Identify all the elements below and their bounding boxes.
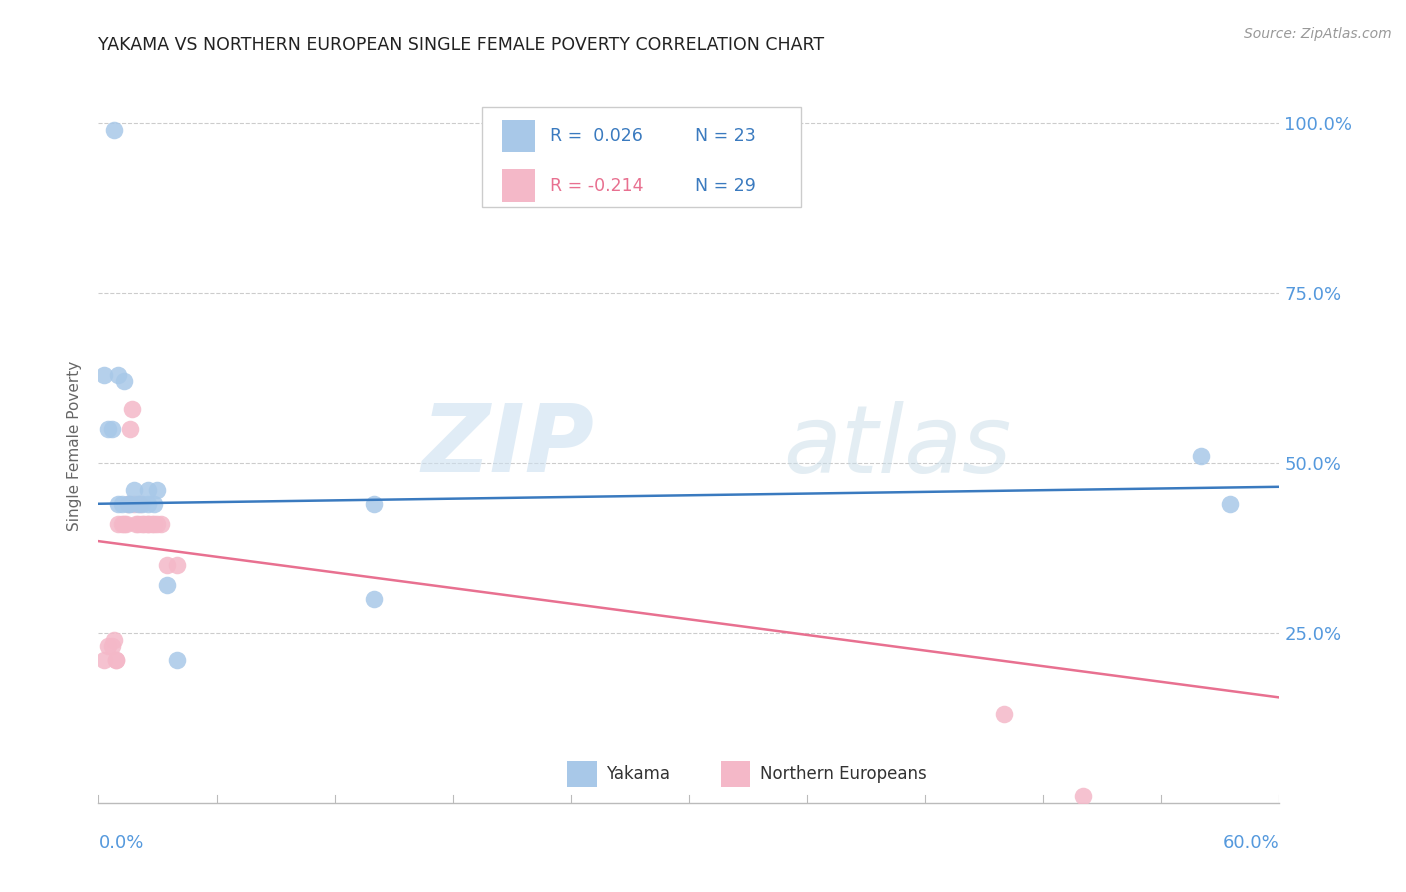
Point: [101, 422, 124, 436]
Point: [121, 401, 143, 416]
Point: [166, 653, 188, 667]
Point: [127, 497, 149, 511]
Point: [93, 368, 115, 382]
Point: [118, 497, 141, 511]
Bar: [502, 120, 536, 152]
Point: [363, 591, 385, 606]
Point: [1219, 497, 1241, 511]
Point: [122, 483, 145, 498]
Point: [97, 640, 120, 654]
Point: [125, 517, 148, 532]
Point: [1189, 449, 1212, 463]
Text: N = 29: N = 29: [695, 177, 755, 194]
Point: [156, 558, 179, 572]
Point: [103, 632, 125, 647]
Point: [111, 517, 134, 532]
Point: [136, 517, 159, 532]
Text: YAKAMA VS NORTHERN EUROPEAN SINGLE FEMALE POVERTY CORRELATION CHART: YAKAMA VS NORTHERN EUROPEAN SINGLE FEMAL…: [98, 36, 824, 54]
Point: [136, 483, 159, 498]
FancyBboxPatch shape: [482, 107, 801, 207]
Point: [142, 497, 165, 511]
Point: [103, 123, 125, 137]
Point: [107, 497, 129, 511]
Text: R =  0.026: R = 0.026: [550, 127, 643, 145]
Point: [107, 517, 129, 532]
Point: [111, 497, 134, 511]
Point: [107, 368, 129, 382]
Point: [112, 375, 135, 389]
Point: [105, 653, 128, 667]
Text: Source: ZipAtlas.com: Source: ZipAtlas.com: [1244, 27, 1392, 41]
Point: [142, 517, 165, 532]
Text: N = 23: N = 23: [695, 127, 755, 145]
Point: [122, 497, 145, 511]
Y-axis label: Single Female Poverty: Single Female Poverty: [67, 361, 83, 531]
Point: [115, 517, 138, 532]
Text: atlas: atlas: [783, 401, 1012, 491]
Point: [150, 517, 173, 532]
Point: [363, 497, 385, 511]
Point: [993, 707, 1015, 722]
Point: [146, 483, 169, 498]
Point: [117, 497, 139, 511]
Point: [97, 422, 120, 436]
Point: [131, 517, 153, 532]
Point: [132, 517, 155, 532]
Point: [105, 653, 128, 667]
Point: [131, 497, 153, 511]
Bar: [567, 762, 596, 787]
Point: [127, 517, 149, 532]
Text: ZIP: ZIP: [422, 400, 595, 492]
Bar: [721, 762, 751, 787]
Point: [128, 497, 150, 511]
Point: [141, 517, 163, 532]
Point: [112, 517, 135, 532]
Text: 60.0%: 60.0%: [1223, 834, 1279, 852]
Point: [1071, 789, 1094, 803]
Point: [93, 653, 115, 667]
Point: [156, 578, 179, 592]
Text: R = -0.214: R = -0.214: [550, 177, 643, 194]
Point: [136, 517, 159, 532]
Point: [146, 517, 169, 532]
Text: Northern Europeans: Northern Europeans: [759, 765, 927, 783]
Point: [117, 497, 139, 511]
Text: 0.0%: 0.0%: [98, 834, 143, 852]
Text: Yakama: Yakama: [606, 765, 671, 783]
Bar: [502, 169, 536, 202]
Point: [118, 422, 141, 436]
Point: [166, 558, 188, 572]
Point: [136, 497, 159, 511]
Point: [101, 640, 124, 654]
